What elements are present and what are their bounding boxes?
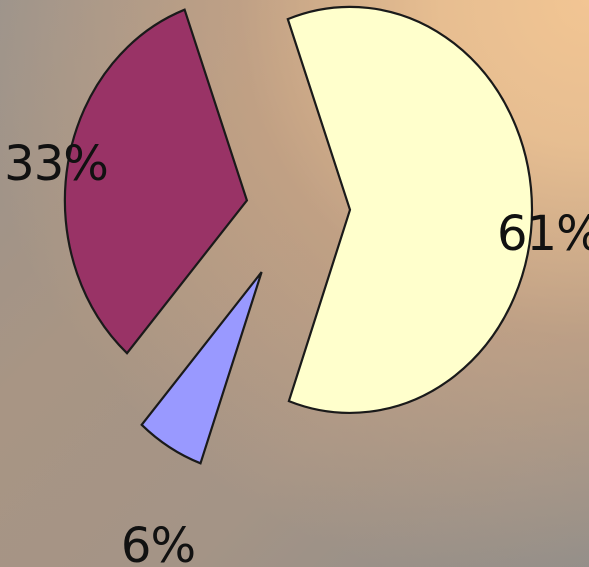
slice-label-6: 6%: [121, 518, 195, 567]
pie-slice-6: [140, 271, 263, 465]
pie-slice-33: [63, 8, 249, 355]
pie-slices: [63, 5, 534, 465]
slice-label-61: 61%: [497, 206, 589, 262]
slice-label-33: 33%: [4, 136, 108, 192]
pie-slice-61: [286, 5, 534, 414]
